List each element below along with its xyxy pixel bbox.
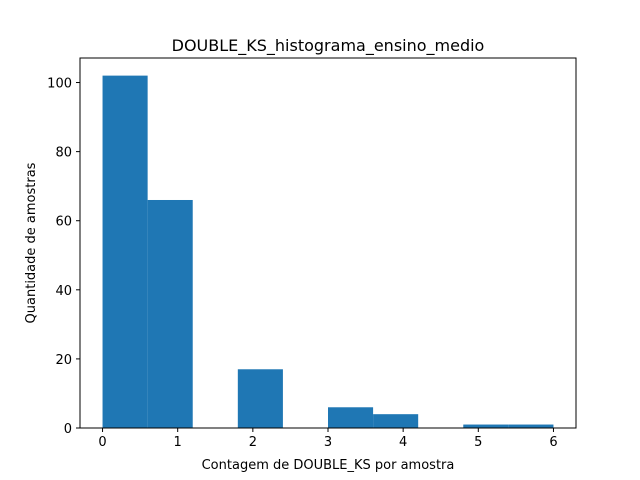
x-tick-label: 5 [474, 435, 482, 450]
histogram-bar-0 [102, 75, 148, 428]
x-axis-ticks: 0 1 2 3 4 5 6 [98, 428, 558, 450]
y-tick-label: 60 [55, 215, 72, 230]
x-tick-label: 0 [98, 435, 106, 450]
histogram-bar-9 [508, 424, 554, 428]
plot-frame [79, 57, 577, 429]
y-tick-label: 80 [55, 146, 72, 161]
x-tick-label: 1 [174, 435, 182, 450]
histogram-bar-6 [373, 414, 419, 428]
y-tick-label: 40 [55, 284, 72, 299]
histogram-bar-1 [147, 199, 193, 428]
y-tick-label: 0 [64, 422, 72, 437]
y-axis-label: Quantidade de amostras [24, 162, 39, 323]
bars-group [102, 75, 554, 428]
y-tick-label: 20 [55, 353, 72, 368]
x-tick-label: 6 [549, 435, 557, 450]
y-axis-ticks: 0 20 40 60 80 100 [47, 77, 80, 437]
x-tick-label: 3 [324, 435, 332, 450]
chart-title: DOUBLE_KS_histograma_ensino_medio [172, 36, 485, 56]
x-tick-label: 4 [399, 435, 407, 450]
x-axis-label: Contagem de DOUBLE_KS por amostra [202, 458, 455, 473]
histogram-bar-5 [328, 407, 374, 428]
histogram-bar-8 [463, 424, 509, 428]
histogram-bar-3 [237, 369, 283, 428]
y-tick-label: 100 [47, 77, 72, 92]
x-tick-label: 2 [249, 435, 257, 450]
